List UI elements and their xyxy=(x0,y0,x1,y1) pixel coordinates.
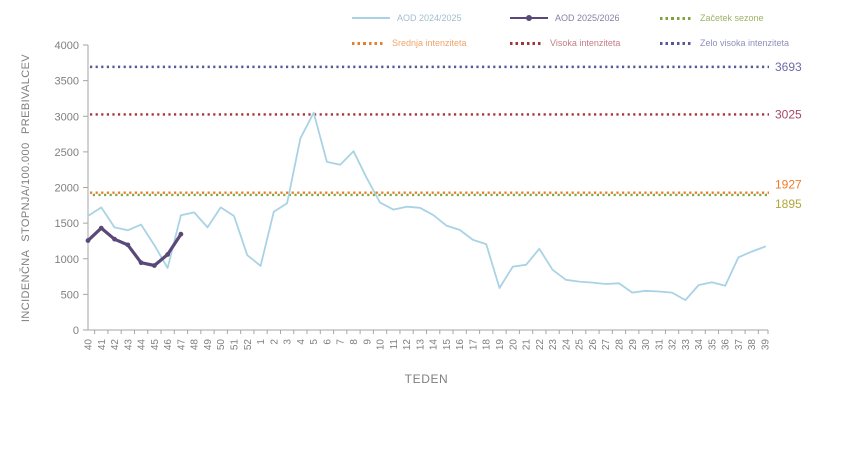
legend-label: Začetek sezone xyxy=(700,13,764,23)
x-tick-label: 22 xyxy=(535,339,546,351)
x-tick-label: 14 xyxy=(429,339,440,351)
x-tick-label: 33 xyxy=(681,339,692,351)
series-marker xyxy=(85,238,91,243)
x-tick-label: 23 xyxy=(548,339,559,351)
legend-label: AOD 2024/2025 xyxy=(397,13,462,23)
x-tick-label: 16 xyxy=(455,339,466,351)
x-tick-label: 17 xyxy=(468,339,479,351)
x-tick-label: 35 xyxy=(707,339,718,351)
legend-item-aod-2024-2025: AOD 2024/2025 xyxy=(352,12,510,24)
y-tick-label: 1000 xyxy=(55,254,79,266)
series-marker xyxy=(112,236,117,242)
x-tick-label: 9 xyxy=(362,339,373,345)
x-tick-label: 19 xyxy=(495,339,506,351)
x-tick-label: 41 xyxy=(97,339,108,351)
series-line-aod-2025-2026 xyxy=(86,226,183,268)
x-tick-label: 46 xyxy=(163,339,174,351)
legend-label: Zelo visoka intenziteta xyxy=(700,38,790,48)
x-tick-label: 15 xyxy=(442,339,453,351)
y-tick-label: 4000 xyxy=(55,40,79,52)
series-marker xyxy=(165,252,171,257)
y-tick-label: 500 xyxy=(61,289,79,301)
x-tick-label: 52 xyxy=(243,339,254,351)
x-tick-label: 6 xyxy=(322,339,333,345)
threshold-value-label: 3025 xyxy=(775,107,802,121)
x-tick-label: 47 xyxy=(176,339,187,351)
legend-dotted-line-swatch xyxy=(510,41,543,45)
x-tick-label: 51 xyxy=(230,339,241,351)
threshold-value-label: 1927 xyxy=(775,178,802,192)
legend-line-swatch xyxy=(352,17,390,19)
series-marker xyxy=(125,242,131,248)
x-tick-label: 29 xyxy=(628,339,639,351)
x-tick-label: 40 xyxy=(84,339,95,351)
chart-legend: AOD 2024/2025 AOD 2025/2026 Začetek sezone… xyxy=(352,12,789,49)
legend-item-aod-2025-2026: AOD 2025/2026 xyxy=(510,12,660,24)
x-axis-title: TEDEN xyxy=(404,372,449,386)
series-line-aod-2024-2025 xyxy=(87,111,766,302)
x-tick-label: 27 xyxy=(601,339,612,351)
x-tick-label: 28 xyxy=(614,339,625,351)
x-tick-label: 50 xyxy=(216,339,227,351)
x-tick-label: 30 xyxy=(641,339,652,351)
x-tick-label: 38 xyxy=(747,339,758,351)
x-tick-label: 26 xyxy=(588,339,599,351)
x-tick-label: 12 xyxy=(402,339,413,351)
x-tick-label: 1 xyxy=(256,339,267,345)
series-marker xyxy=(151,263,157,268)
x-tick-label: 48 xyxy=(190,339,201,351)
legend-marker-icon xyxy=(526,15,532,21)
x-tick-label: 11 xyxy=(389,339,400,350)
x-tick-label: 42 xyxy=(110,339,121,351)
x-tick-label: 20 xyxy=(508,339,519,351)
x-tick-label: 43 xyxy=(123,339,134,351)
y-tick-label: 2500 xyxy=(55,147,79,159)
legend-label: Visoka intenziteta xyxy=(550,38,621,48)
x-tick-label: 2 xyxy=(269,339,280,345)
x-tick-label: 25 xyxy=(575,339,586,351)
x-tick-label: 5 xyxy=(309,339,320,345)
legend-label: Srednja intenziteta xyxy=(392,38,467,48)
legend-item-za-etek-sezone: Začetek sezone xyxy=(660,12,789,24)
x-tick-label: 36 xyxy=(721,339,732,351)
legend-item-zelo-visoka-intenziteta: Zelo visoka intenziteta xyxy=(660,37,789,49)
x-tick-label: 8 xyxy=(349,339,360,345)
x-tick-label: 21 xyxy=(522,339,533,351)
legend-dotted-line-swatch xyxy=(352,41,385,45)
x-tick-label: 49 xyxy=(203,339,214,351)
legend-line-swatch xyxy=(510,15,548,21)
x-tick-label: 32 xyxy=(668,339,679,351)
x-tick-label: 3 xyxy=(283,339,294,345)
x-tick-label: 31 xyxy=(654,339,665,351)
x-tick-label: 18 xyxy=(482,339,493,351)
x-tick-label: 13 xyxy=(415,339,426,351)
x-tick-label: 45 xyxy=(150,339,161,351)
y-axis-title: INCIDENČNA STOPNJA/100.000 PREBIVALCEV xyxy=(20,53,32,323)
y-tick-label: 2000 xyxy=(55,183,79,195)
x-tick-label: 37 xyxy=(734,339,745,351)
x-tick-label: 44 xyxy=(137,339,148,351)
y-tick-label: 0 xyxy=(73,325,79,337)
threshold-value-label: 3693 xyxy=(775,60,802,74)
x-tick-label: 39 xyxy=(761,339,772,351)
threshold-value-label: 1895 xyxy=(775,197,802,211)
y-tick-label: 3000 xyxy=(55,111,79,123)
x-tick-label: 7 xyxy=(336,339,347,345)
y-tick-label: 1500 xyxy=(55,218,79,230)
legend-dotted-line-swatch xyxy=(660,16,693,20)
x-tick-label: 10 xyxy=(376,339,387,351)
x-tick-label: 34 xyxy=(694,339,705,351)
series-marker xyxy=(138,260,144,266)
legend-dotted-line-swatch xyxy=(660,41,693,45)
x-tick-label: 24 xyxy=(561,339,572,351)
legend-item-srednja-intenziteta: Srednja intenziteta xyxy=(352,37,510,49)
series-marker xyxy=(178,231,184,237)
legend-label: AOD 2025/2026 xyxy=(555,13,620,23)
series-marker xyxy=(98,225,104,231)
y-tick-label: 3500 xyxy=(55,76,79,88)
legend-item-visoka-intenziteta: Visoka intenziteta xyxy=(510,37,660,49)
x-tick-label: 4 xyxy=(296,339,307,345)
